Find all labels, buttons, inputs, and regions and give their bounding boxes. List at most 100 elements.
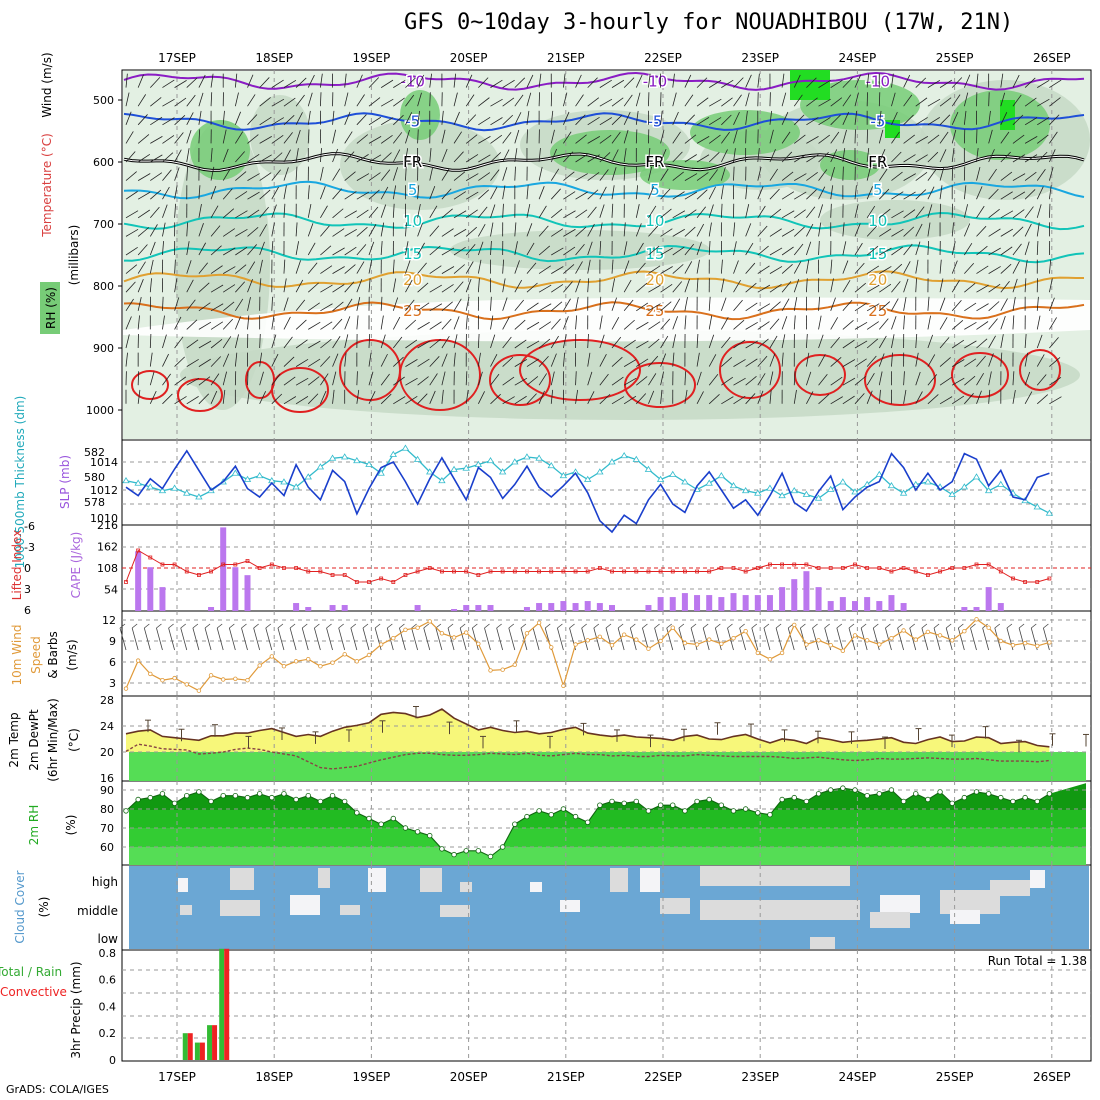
panel-frame-wind [121,610,1092,697]
thickness-point [401,444,410,451]
wind-barb [210,321,224,330]
wind-barb [818,134,831,144]
wind-barb [125,151,136,163]
wind-barb [793,74,801,88]
wind-barb [1012,278,1018,293]
wind-barb [259,189,271,200]
wind-barb [259,136,272,144]
temp-tick: 28 [100,694,114,707]
lifted-index-point [719,566,724,570]
wind-barb [915,334,918,349]
wind-barb [210,225,221,237]
date-label-bottom: 18SEP [255,1070,293,1084]
wind-barb-10m [642,627,649,651]
cloud-cell [340,905,360,915]
cape-bar [864,597,871,611]
wind-barb [660,188,671,200]
wind-barb [842,359,856,367]
wind-barb [781,131,791,144]
wind-barb [465,114,477,126]
wind-barb [429,265,442,274]
wind-barb [879,301,891,312]
wind-barb [793,226,805,237]
wind-barb [320,338,332,349]
wind-barb [696,334,699,349]
wind-barb-flag [678,623,685,629]
wind-barb [320,73,323,88]
rh-band-mid [129,828,1086,847]
wind-speed-point [719,641,724,646]
wind-barb [551,247,564,256]
thickness-point [292,483,300,490]
wind-barb [356,226,368,237]
wind-barb [417,203,421,218]
wind-barb [563,264,575,274]
lifted-index-line [125,549,1050,583]
wind-barb [721,376,734,386]
wind-barb [271,353,279,367]
wind-barb [575,173,588,181]
rh-point [876,791,882,797]
wind-barb [830,317,839,330]
temp-axis-label-3: (6hr Min/Max) [46,698,60,782]
rh-point [244,794,251,801]
wind-barb [660,110,663,125]
rh-point [828,787,834,793]
rh-band-high [129,809,1086,828]
wind-barb-flag [119,623,126,629]
wind-barb [599,393,611,405]
wind-barb [417,74,425,88]
wind-barb [915,371,921,386]
wind-barb [186,377,200,386]
wind-barb [939,203,942,218]
wind-barb [368,154,382,163]
wind-barb [405,279,413,293]
cloud-cell [880,895,920,913]
wind-barb [648,390,655,404]
wind-barb [137,389,141,404]
wind-barb [721,356,733,367]
wind-barb [526,92,532,107]
wind-barb [247,94,256,107]
wind-speed-point [1010,643,1016,648]
wind-barb [709,98,722,107]
cloud-cell [290,895,320,915]
lifted-index-point [780,562,784,567]
wind-barb [879,266,892,274]
wind-barb [307,203,312,218]
date-label-top: 18SEP [255,51,293,65]
lifted-index-point [913,569,918,574]
wind-barb [393,396,406,405]
wind-barb-10m [885,627,892,651]
wind-barb [502,185,506,200]
wind-barb [623,377,637,386]
wind-barb [891,263,903,274]
wind-barb [417,92,422,107]
wind-barb-flag [168,623,174,629]
wind-barb [478,223,486,237]
thickness-point [608,458,616,465]
wind-barb [976,73,979,88]
wind-barb [514,77,526,88]
rh-tick: 70 [100,822,114,835]
wind-barb [806,371,812,386]
wind-barb [915,77,927,88]
thickness-point [170,484,179,491]
wind-barb [830,203,832,218]
lifted-index-point [804,562,809,567]
lifted-index-point [1023,580,1027,584]
rh-point [706,796,712,803]
wind-speed-point [864,638,870,643]
cloud-cell [460,882,472,892]
wind-barb [526,393,537,405]
wind-barb [854,223,861,237]
wind-barb [696,223,705,237]
wind-barb [575,296,579,311]
wind-barb-10m [192,627,200,651]
wind-barb [271,296,273,311]
wind-barb [1000,281,1010,293]
isotherm-label: 25 [403,302,422,320]
wind-barb [623,299,634,312]
wind-barb-10m [459,627,467,651]
temp-axis-label-4: (°C) [67,728,81,752]
